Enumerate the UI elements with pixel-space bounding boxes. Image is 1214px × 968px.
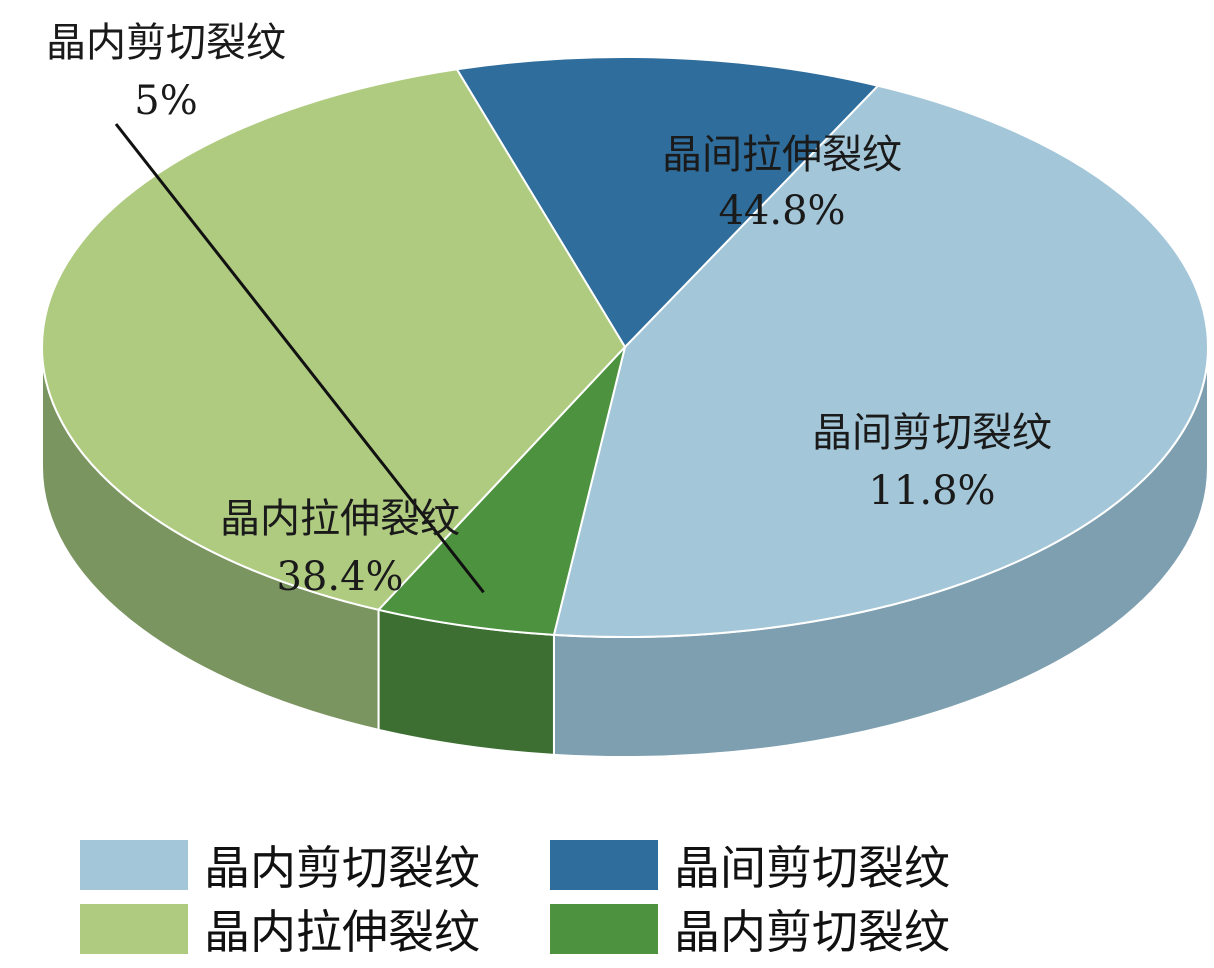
legend-label: 晶内剪切裂纹 bbox=[674, 905, 950, 959]
slice-label-value: 38.4% bbox=[276, 554, 403, 600]
pie-slice bbox=[376, 343, 627, 636]
slice-label-name: 晶内剪切裂纹 bbox=[46, 20, 286, 66]
slice-label-name: 晶间拉伸裂纹 bbox=[662, 132, 902, 178]
legend-swatch bbox=[80, 904, 188, 954]
slice-label-value: 5% bbox=[134, 78, 197, 124]
pie-chart: 晶间拉伸裂纹 44.8% 晶间剪切裂纹 11.8% 晶内拉伸裂纹 38.4% 晶… bbox=[41, 20, 1209, 758]
legend-label: 晶内拉伸裂纹 bbox=[204, 905, 480, 959]
slice-label-value: 11.8% bbox=[868, 468, 995, 514]
pie-slice bbox=[552, 84, 1209, 638]
pie-slice bbox=[455, 56, 880, 349]
pie-sides bbox=[41, 346, 1209, 758]
slice-labels: 晶间拉伸裂纹 44.8% 晶间剪切裂纹 11.8% 晶内拉伸裂纹 38.4% 晶… bbox=[46, 20, 1052, 600]
legend-swatch bbox=[80, 840, 188, 890]
leader-line bbox=[114, 123, 485, 594]
legend-swatch bbox=[550, 904, 658, 954]
slice-label-name: 晶间剪切裂纹 bbox=[812, 410, 1052, 456]
legend: 晶内剪切裂纹 晶间剪切裂纹 晶内拉伸裂纹 晶内剪切裂纹 bbox=[80, 836, 1200, 959]
legend-item: 晶间剪切裂纹 bbox=[550, 836, 1010, 895]
slice-label-name: 晶内拉伸裂纹 bbox=[220, 496, 460, 542]
legend-item: 晶内剪切裂纹 bbox=[80, 836, 550, 895]
legend-item: 晶内拉伸裂纹 bbox=[80, 900, 550, 959]
pie-slice bbox=[41, 68, 627, 611]
legend-swatch bbox=[550, 840, 658, 890]
legend-item: 晶内剪切裂纹 bbox=[550, 900, 1010, 959]
pie-slices bbox=[41, 56, 1209, 638]
legend-label: 晶内剪切裂纹 bbox=[204, 841, 480, 895]
legend-label: 晶间剪切裂纹 bbox=[674, 841, 950, 895]
slice-label-value: 44.8% bbox=[718, 188, 845, 234]
